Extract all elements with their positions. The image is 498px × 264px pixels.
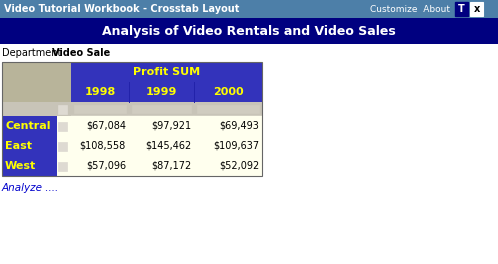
Text: Video Sale: Video Sale — [52, 48, 110, 58]
Bar — [194, 116, 262, 136]
Text: $109,637: $109,637 — [213, 141, 259, 151]
Text: East: East — [5, 141, 32, 151]
Bar — [2, 102, 262, 116]
Bar — [129, 116, 194, 136]
Bar — [71, 82, 129, 102]
Bar — [129, 82, 194, 102]
Bar — [2, 116, 57, 136]
Bar — [71, 136, 129, 156]
Bar — [2, 62, 71, 82]
Bar — [129, 136, 194, 156]
Bar — [57, 156, 71, 176]
Text: Video Tutorial Workbook - Crosstab Layout: Video Tutorial Workbook - Crosstab Layou… — [4, 4, 240, 14]
Text: $97,921: $97,921 — [151, 121, 191, 131]
Bar — [197, 105, 259, 113]
Text: West: West — [5, 161, 36, 171]
Text: $67,084: $67,084 — [86, 121, 126, 131]
Text: Analyze ....: Analyze .... — [2, 183, 59, 193]
Bar — [58, 105, 67, 114]
Bar — [2, 62, 262, 176]
Bar — [2, 156, 57, 176]
Text: Department: Department — [2, 48, 61, 58]
Bar — [71, 62, 262, 82]
Bar — [57, 136, 71, 156]
Text: $69,493: $69,493 — [219, 121, 259, 131]
Bar — [71, 156, 129, 176]
Bar — [194, 82, 262, 102]
Bar — [0, 18, 498, 44]
Bar — [0, 0, 498, 18]
Text: $145,462: $145,462 — [145, 141, 191, 151]
Bar — [58, 162, 67, 171]
Text: x: x — [474, 4, 480, 14]
Bar — [58, 122, 67, 131]
Text: $57,096: $57,096 — [86, 161, 126, 171]
Text: Customize  About: Customize About — [370, 4, 450, 13]
Bar — [2, 136, 57, 156]
Bar — [132, 105, 191, 113]
Bar — [2, 82, 71, 102]
Text: $87,172: $87,172 — [151, 161, 191, 171]
Text: $108,558: $108,558 — [80, 141, 126, 151]
Text: 1998: 1998 — [84, 87, 116, 97]
Text: T: T — [458, 4, 465, 14]
Text: Profit SUM: Profit SUM — [133, 67, 200, 77]
Bar — [129, 156, 194, 176]
Bar — [455, 2, 468, 16]
Bar — [58, 142, 67, 151]
Text: Analysis of Video Rentals and Video Sales: Analysis of Video Rentals and Video Sale… — [102, 25, 396, 37]
Bar — [57, 116, 71, 136]
Bar — [470, 2, 483, 16]
Text: 2000: 2000 — [213, 87, 244, 97]
Bar — [194, 136, 262, 156]
Text: $52,092: $52,092 — [219, 161, 259, 171]
Bar — [194, 156, 262, 176]
Text: Central: Central — [5, 121, 50, 131]
Bar — [74, 105, 126, 113]
Text: 1999: 1999 — [146, 87, 177, 97]
Bar — [71, 116, 129, 136]
